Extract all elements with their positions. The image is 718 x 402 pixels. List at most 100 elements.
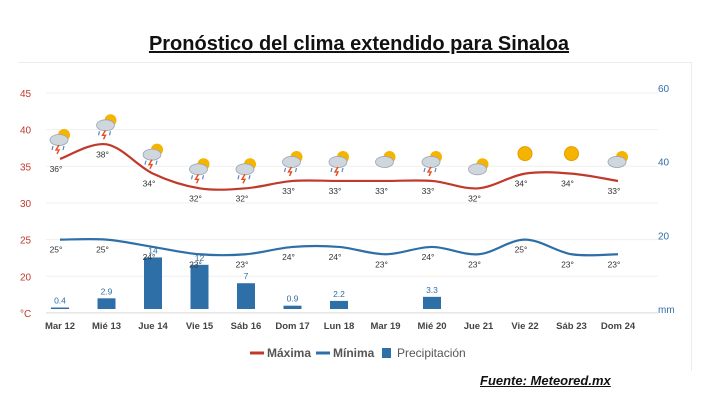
max-temp-data-label: 34° [515,179,528,189]
x-tick-label: Dom 24 [601,321,636,332]
y-right-unit-label: mm [658,305,675,316]
lightning-shape [101,129,107,140]
precip-data-label: 14 [148,245,158,255]
x-tick-label: Vie 22 [511,321,538,332]
x-tick-label: Vie 15 [186,321,214,332]
rain-shape [144,160,147,165]
precip-bar [144,257,162,309]
max-temp-data-label: 34° [561,179,574,189]
storm-sun-icon [282,150,303,177]
lightning-shape [194,173,200,184]
x-tick-label: Dom 17 [275,321,309,332]
min-temp-data-label: 23° [375,259,388,269]
storm-sun-icon [328,150,349,177]
max-temp-data-label: 34° [143,179,156,189]
rain-shape [237,175,240,180]
lightning-shape [240,173,247,184]
rain-shape [108,131,112,136]
y-left-tick-label: 35 [20,162,32,173]
max-temp-data-label: 33° [282,186,295,196]
precip-data-label: 3.3 [426,285,438,295]
x-tick-label: Mié 13 [92,321,121,332]
min-temp-data-label: 23° [561,259,574,269]
legend-label: Precipitación [397,346,466,360]
min-temp-data-label: 23° [236,259,249,269]
storm-sun-icon [189,158,210,184]
precip-bar [51,307,69,309]
storm-sun-icon [421,150,442,177]
rain-shape [62,145,65,151]
min-temp-data-label: 23° [468,259,481,269]
sun-icon [517,146,533,162]
precip-data-label: 0.9 [287,294,299,304]
precip-data-label: 2.2 [333,289,345,299]
sun-icon [564,146,579,162]
cloud-shape [96,119,115,132]
min-temp-line [59,237,619,257]
rain-shape [201,175,205,180]
precip-bar [237,283,255,309]
storm-sun-icon [142,143,163,169]
cloud-shape [49,134,69,146]
min-temp-data-label: 25° [50,245,63,255]
storm-sun-icon [49,128,70,155]
min-temp-data-label: 25° [96,245,109,255]
min-temp-data-label: 23° [189,259,202,269]
precip-data-label: 12 [195,253,205,263]
lightning-shape [147,159,154,169]
rain-shape [294,167,298,173]
min-temp-data-label: 24° [143,252,156,262]
cloud-shape [142,148,162,161]
y-right-tick-label: 60 [658,84,670,95]
min-temp-data-label: 24° [329,252,342,262]
max-temp-data-label: 33° [608,186,621,196]
legend-label: Mínima [333,346,375,360]
legend-swatch [382,348,391,358]
x-tick-label: Sáb 23 [556,321,587,332]
rain-shape [155,160,158,165]
precip-data-label: 2.9 [101,286,113,296]
cloud-shape [421,156,441,168]
max-temp-data-label: 33° [375,186,388,196]
source-label: Fuente: Meteored.mx [480,373,611,388]
cloud-shape [375,156,394,168]
min-temp-data-label: 24° [282,252,295,262]
max-temp-data-label: 32° [468,193,481,203]
precip-data-label: 7 [244,271,249,281]
x-tick-label: Mié 20 [417,321,446,332]
precip-bar [97,298,116,309]
max-temp-data-label: 33° [329,186,342,196]
legend-label: Máxima [267,346,311,360]
y-right-tick-label: 40 [658,158,670,169]
rain-shape [248,175,251,180]
x-tick-label: Mar 19 [370,321,400,332]
rain-shape [51,145,54,151]
x-tick-label: Mar 12 [45,321,75,332]
lightning-shape [287,166,293,177]
rain-shape [423,167,426,173]
cloud-shape [282,156,301,168]
storm-sun-icon [235,158,256,184]
cloud-shape [328,156,348,168]
precip-bar [283,305,302,309]
x-tick-label: Lun 18 [324,321,355,332]
y-left-tick-label: 20 [20,272,32,283]
max-temp-data-label: 38° [96,149,109,159]
y-left-tick-label: 45 [20,89,32,100]
x-tick-label: Jue 21 [464,321,494,332]
y-left-tick-label: 40 [20,126,32,137]
lightning-shape [426,166,433,177]
y-left-unit-label: °C [20,309,31,320]
max-temp-data-label: 32° [189,193,202,203]
max-temp-line [59,143,619,191]
page-title: Pronóstico del clima extendido para Sina… [148,33,570,55]
y-left-tick-label: 25 [20,236,32,247]
min-temp-data-label: 25° [515,245,528,255]
cloud-shape [468,163,487,176]
chart-frame: 0.4 2.9 14 12 7 0.9 2.2 3.3 36° 38° 34° 32° 32° 33° 33… [18,62,692,371]
max-temp-data-label: 36° [50,164,63,174]
rain-shape [190,175,194,180]
cloud-shape [189,163,208,176]
sun-shape [517,146,533,162]
min-temp-data-label: 24° [422,252,435,262]
